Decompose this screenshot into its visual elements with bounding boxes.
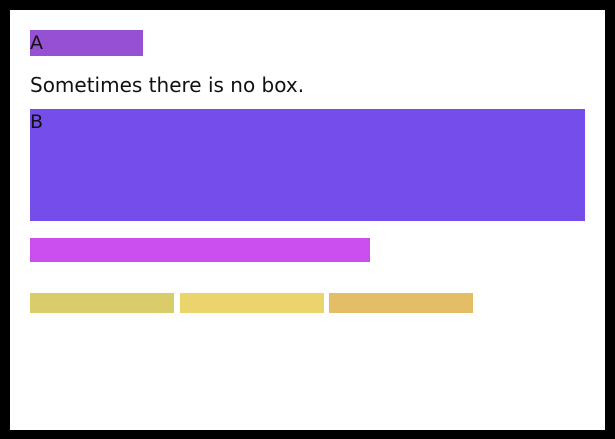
- yellow-bar-1: [30, 293, 174, 313]
- box-b-label: B: [30, 111, 44, 133]
- magenta-bar: [30, 238, 370, 262]
- box-a-label: A: [30, 32, 43, 54]
- box-a: A: [30, 30, 143, 56]
- yellow-bar-3: [329, 293, 473, 313]
- yellow-bar-2: [180, 293, 324, 313]
- box-b: B: [30, 109, 585, 221]
- caption-text: Sometimes there is no box.: [30, 73, 305, 97]
- page: A Sometimes there is no box. B: [10, 10, 605, 430]
